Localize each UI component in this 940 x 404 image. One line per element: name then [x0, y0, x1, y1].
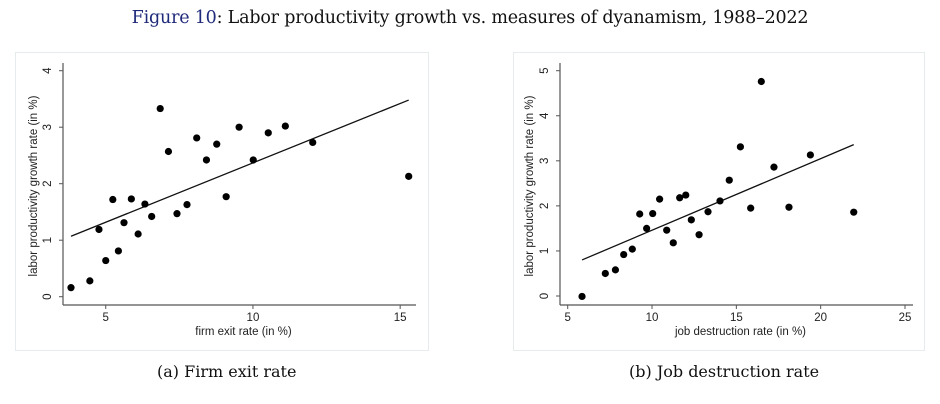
figure-title: Figure 10: Labor productivity growth vs.… [0, 8, 940, 28]
data-point [86, 277, 94, 285]
y-tick-label: 2 [539, 203, 551, 209]
data-point [164, 147, 173, 156]
data-point [95, 225, 103, 234]
data-point [850, 208, 858, 216]
y-tick-label: 2 [42, 180, 54, 186]
data-point [649, 209, 657, 218]
data-point [120, 219, 128, 227]
x-tick-label: 20 [814, 312, 827, 324]
caption-b: (b) Job destruction rate [629, 362, 820, 381]
y-tick-label: 4 [539, 112, 551, 119]
chart-a: 5 10 15 0 1 2 3 4 firm exit rate (in %) labor pro… [28, 63, 416, 338]
data-point [264, 129, 272, 137]
data-point [636, 210, 644, 218]
data-point [601, 269, 609, 278]
data-point [141, 200, 149, 208]
x-tick-label: 5 [564, 312, 570, 324]
figure-title-text: : Labor productivity growth vs. measures… [216, 8, 809, 28]
data-point [193, 134, 201, 142]
y-tick-label: 5 [539, 67, 551, 73]
data-point [173, 210, 181, 218]
data-point [109, 195, 117, 204]
data-point [222, 193, 230, 201]
y-tick-label: 1 [539, 248, 551, 254]
data-point [682, 191, 690, 199]
data-point [235, 123, 243, 131]
data-point [695, 231, 703, 239]
fit-line [70, 99, 409, 237]
y-tick-label: 1 [42, 237, 54, 243]
data-point [67, 284, 75, 292]
data-point [747, 204, 755, 212]
data-point [785, 203, 793, 211]
data-point [736, 143, 744, 151]
data-point [249, 156, 257, 164]
chart-b: 5 10 15 20 25 0 1 2 3 4 5 job destruction rate (in … [524, 63, 913, 338]
data-point [643, 224, 651, 233]
data-point [281, 122, 289, 130]
data-point [806, 151, 814, 159]
x-axis-label: firm exit rate (in %) [195, 326, 292, 338]
data-point [757, 77, 765, 86]
y-axis-label: labor productivity growth rate (in %) [524, 95, 536, 276]
x-tick-label: 15 [394, 312, 407, 324]
x-tick-label: 15 [730, 312, 743, 324]
data-point [213, 140, 221, 148]
data-point [578, 292, 586, 301]
data-point [725, 176, 733, 184]
data-point [156, 104, 164, 113]
x-tick-label: 10 [247, 312, 260, 324]
data-point [656, 195, 664, 203]
x-tick-label: 25 [899, 312, 912, 324]
chart-panel-a [15, 52, 429, 351]
data-point [148, 212, 156, 221]
data-point [127, 195, 135, 203]
y-axis-label: labor productivity growth rate (in %) [28, 95, 40, 276]
y-tick-label: 0 [539, 293, 551, 299]
data-point [676, 194, 684, 202]
data-point [628, 245, 636, 253]
data-point [687, 216, 695, 224]
data-point [663, 226, 671, 234]
data-point [309, 138, 317, 147]
data-point [770, 163, 778, 171]
data-point [611, 266, 620, 274]
data-point [183, 201, 191, 209]
data-point [669, 239, 677, 247]
y-tick-label: 0 [42, 293, 54, 299]
y-tick-label: 4 [42, 67, 54, 74]
y-tick-label: 3 [42, 124, 54, 130]
data-point [716, 197, 724, 205]
data-point [102, 256, 110, 265]
x-tick-label: 10 [646, 312, 659, 324]
x-tick-label: 5 [103, 312, 109, 324]
data-point [704, 208, 712, 216]
data-point [114, 247, 123, 255]
caption-a: (a) Firm exit rate [157, 362, 297, 381]
data-point [202, 156, 211, 164]
data-point [134, 230, 142, 238]
figure-number: Figure 10 [131, 8, 217, 28]
y-tick-label: 3 [539, 158, 551, 164]
data-point [620, 250, 628, 259]
x-axis-label: job destruction rate (in %) [674, 326, 806, 338]
data-point [405, 172, 413, 180]
